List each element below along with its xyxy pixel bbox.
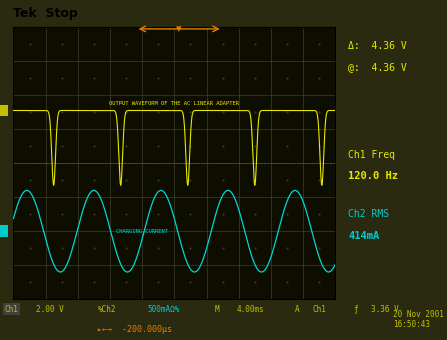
- Text: Δ:  4.36 V: Δ: 4.36 V: [348, 41, 407, 51]
- Text: CHARGING CURRENT: CHARGING CURRENT: [116, 229, 168, 234]
- Text: 2: 2: [0, 226, 7, 236]
- Text: 4.00ms: 4.00ms: [237, 305, 265, 314]
- Text: ▾: ▾: [177, 24, 182, 34]
- Text: 120.0 Hz: 120.0 Hz: [348, 171, 398, 181]
- Text: @:  4.36 V: @: 4.36 V: [348, 63, 407, 72]
- Text: A: A: [295, 305, 299, 314]
- Text: Ch1 Freq: Ch1 Freq: [348, 150, 395, 159]
- Text: ƒ: ƒ: [353, 305, 358, 314]
- Text: M: M: [215, 305, 219, 314]
- Text: 2.00 V: 2.00 V: [36, 305, 63, 314]
- Text: 3.36 V: 3.36 V: [371, 305, 399, 314]
- Text: 20 Nov 2001
16:50:43: 20 Nov 2001 16:50:43: [393, 310, 444, 329]
- Text: Tek  Stop: Tek Stop: [13, 7, 78, 20]
- Text: 414mA: 414mA: [348, 231, 380, 241]
- Text: Ch1: Ch1: [4, 305, 18, 314]
- Text: 500mAΩ%: 500mAΩ%: [148, 305, 180, 314]
- Text: %Ch2: %Ch2: [98, 305, 117, 314]
- Text: Ch1: Ch1: [313, 305, 327, 314]
- Text: OUTPUT WAVEFORM OF THE AC LINEAR ADAPTER: OUTPUT WAVEFORM OF THE AC LINEAR ADAPTER: [110, 101, 239, 106]
- Text: 1: 1: [1, 105, 7, 116]
- Text: Ch2 RMS: Ch2 RMS: [348, 209, 389, 219]
- Text: ▸←→  -200.000µs: ▸←→ -200.000µs: [97, 325, 172, 334]
